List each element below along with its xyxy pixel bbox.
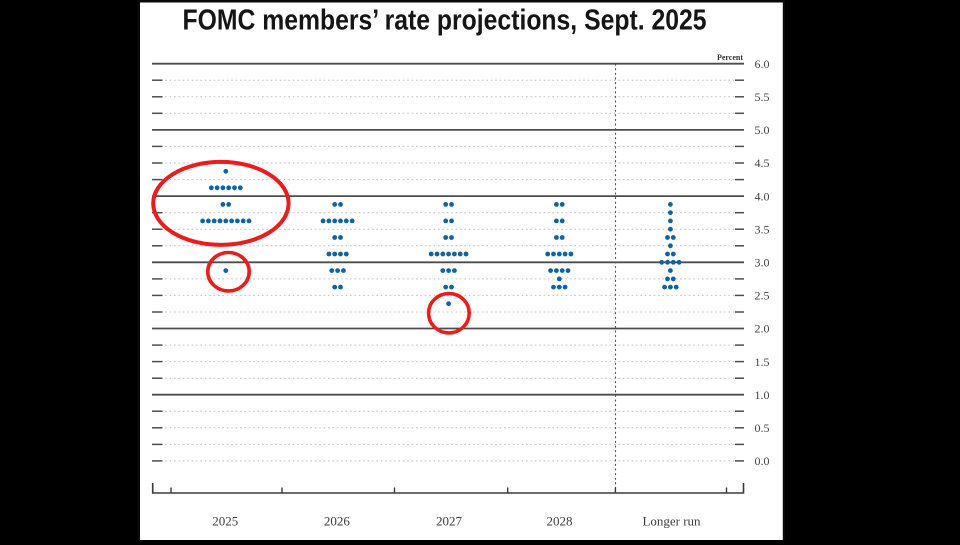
svg-text:6.0: 6.0 (755, 57, 770, 71)
svg-text:Percent: Percent (717, 53, 743, 62)
svg-text:0.0: 0.0 (755, 454, 770, 468)
svg-text:4.0: 4.0 (755, 189, 770, 203)
svg-text:2.0: 2.0 (755, 322, 770, 336)
svg-text:3.5: 3.5 (755, 222, 770, 236)
svg-text:2.5: 2.5 (755, 289, 770, 303)
svg-text:4.5: 4.5 (755, 156, 770, 170)
svg-text:2027: 2027 (436, 514, 463, 529)
svg-text:0.5: 0.5 (755, 421, 770, 435)
svg-text:3.0: 3.0 (755, 256, 770, 270)
svg-text:2028: 2028 (547, 514, 573, 529)
svg-text:2026: 2026 (324, 514, 351, 529)
svg-text:1.0: 1.0 (755, 388, 770, 402)
svg-text:Longer run: Longer run (642, 514, 701, 529)
svg-text:5.0: 5.0 (755, 123, 770, 137)
svg-text:FOMC members’ rate projections: FOMC members’ rate projections, Sept. 20… (183, 4, 707, 36)
svg-text:2025: 2025 (212, 514, 238, 529)
svg-text:5.5: 5.5 (755, 90, 770, 104)
svg-text:1.5: 1.5 (755, 355, 770, 369)
